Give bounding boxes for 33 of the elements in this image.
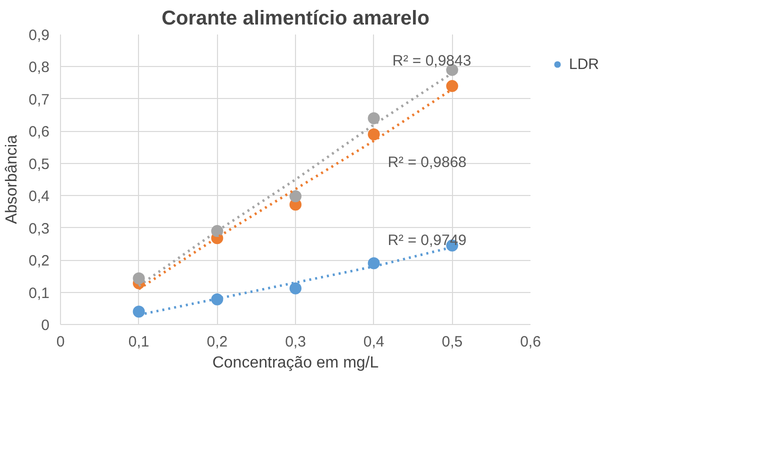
x-tick-label: 0 [56, 334, 65, 350]
y-tick-label: 0 [41, 317, 50, 334]
point [368, 257, 380, 270]
chart-title: Corante alimentício amarelo [162, 8, 430, 30]
x-tick-label: 0,4 [363, 334, 384, 350]
y-tick-label: 0,4 [28, 188, 50, 206]
x-axis-title: Concentração em mg/L [212, 354, 379, 372]
point [290, 282, 302, 294]
x-tick-label: 0,2 [206, 334, 228, 350]
point [446, 80, 458, 92]
annotation: R² = 0,9843 [392, 52, 472, 70]
y-tick-label: 0,2 [28, 252, 50, 270]
y-tick-label: 0,9 [28, 27, 50, 44]
y-tick-label: 0,1 [28, 284, 50, 302]
y-tick-label: 0,5 [28, 156, 50, 173]
y-tick-label: 0,6 [28, 124, 50, 141]
y-tick-label: 0,7 [28, 91, 50, 108]
point [132, 306, 145, 318]
annotation: R² = 0,9749 [388, 232, 467, 250]
x-tick-label: 0,1 [128, 334, 150, 350]
y-axis-title: Absorbância [4, 134, 21, 224]
point [211, 293, 224, 306]
annotation: R² = 0,9868 [388, 154, 467, 171]
x-tick-label: 0,3 [285, 334, 306, 350]
y-tick-label: 0,8 [28, 59, 50, 76]
legend-label: LDR [569, 56, 600, 72]
point [368, 112, 380, 124]
x-tick-label: 0,5 [442, 334, 463, 350]
point [290, 190, 302, 202]
x-tick-label: 0,6 [520, 334, 541, 350]
point [132, 272, 145, 284]
point [368, 128, 380, 140]
y-tick-label: 0,3 [28, 220, 50, 238]
